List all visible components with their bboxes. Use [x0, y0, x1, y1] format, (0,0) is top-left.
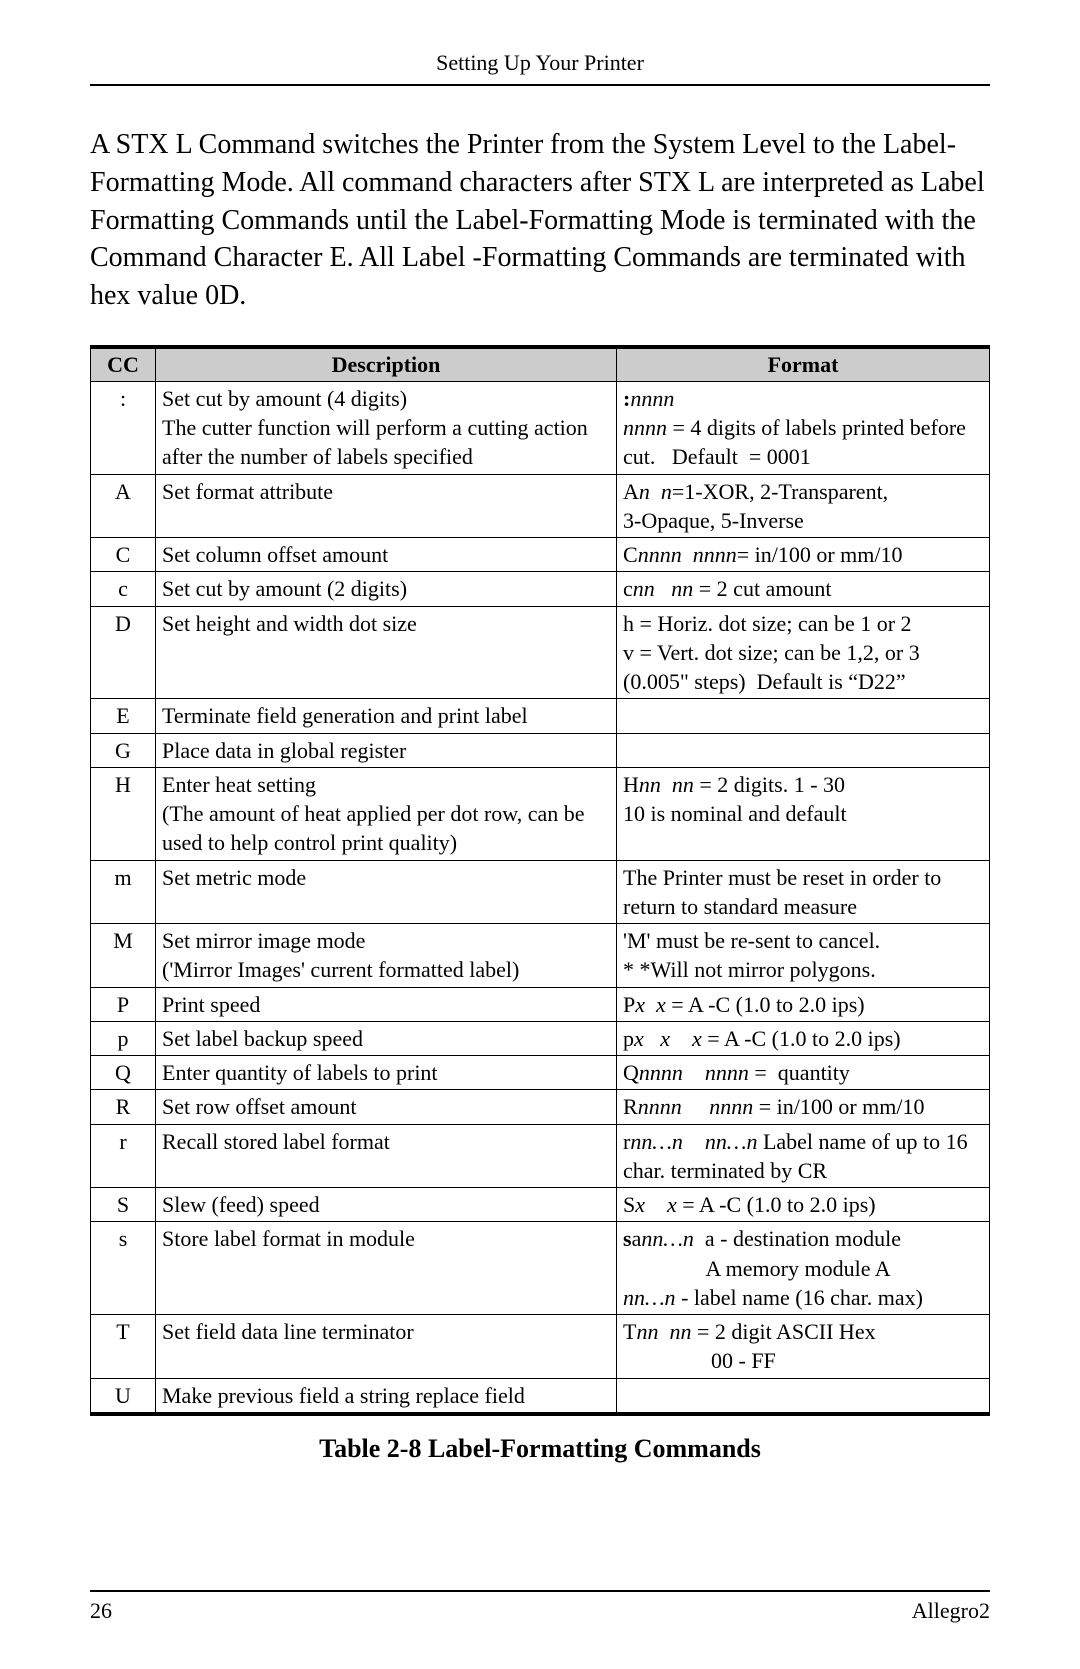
cell-format: h = Horiz. dot size; can be 1 or 2v = Ve… — [617, 606, 990, 699]
cell-cc: A — [91, 474, 156, 538]
cell-cc: R — [91, 1090, 156, 1124]
table-row: TSet field data line terminatorTnn nn = … — [91, 1315, 990, 1379]
table-row: UMake previous field a string replace fi… — [91, 1378, 990, 1414]
cell-description: Enter heat setting(The amount of heat ap… — [156, 767, 617, 860]
cell-cc: s — [91, 1222, 156, 1315]
cell-cc: r — [91, 1124, 156, 1188]
cell-description: Set cut by amount (2 digits) — [156, 572, 617, 606]
cell-cc: p — [91, 1021, 156, 1055]
cell-format: Hnn nn = 2 digits. 1 - 3010 is nominal a… — [617, 767, 990, 860]
cell-format: sann…n a - destination module A memory m… — [617, 1222, 990, 1315]
cell-description: Terminate field generation and print lab… — [156, 699, 617, 733]
cell-format: :nnnnnnnn = 4 digits of labels printed b… — [617, 381, 990, 474]
cell-cc: D — [91, 606, 156, 699]
cell-format: rnn…n nn…n Label name of up to 16 char. … — [617, 1124, 990, 1188]
cell-format: Cnnnn nnnn= in/100 or mm/10 — [617, 538, 990, 572]
cell-format: An n=1-XOR, 2-Transparent,3-Opaque, 5-In… — [617, 474, 990, 538]
intro-paragraph: A STX L Command switches the Printer fro… — [90, 126, 990, 315]
cell-format — [617, 1378, 990, 1414]
cell-description: Set height and width dot size — [156, 606, 617, 699]
cell-description: Set cut by amount (4 digits)The cutter f… — [156, 381, 617, 474]
table-caption: Table 2-8 Label-Formatting Commands — [90, 1434, 990, 1464]
page-number: 26 — [90, 1598, 112, 1624]
table-row: ETerminate field generation and print la… — [91, 699, 990, 733]
cell-format: px x x = A -C (1.0 to 2.0 ips) — [617, 1021, 990, 1055]
table-row: sStore label format in modulesann…n a - … — [91, 1222, 990, 1315]
commands-table: CC Description Format :Set cut by amount… — [90, 345, 990, 1416]
cell-description: Set format attribute — [156, 474, 617, 538]
table-row: SSlew (feed) speedSx x = A -C (1.0 to 2.… — [91, 1188, 990, 1222]
cell-description: Set mirror image mode('Mirror Images' cu… — [156, 924, 617, 988]
cell-cc: c — [91, 572, 156, 606]
table-row: pSet label backup speedpx x x = A -C (1.… — [91, 1021, 990, 1055]
cell-cc: Q — [91, 1056, 156, 1090]
cell-cc: G — [91, 733, 156, 767]
cell-format: Sx x = A -C (1.0 to 2.0 ips) — [617, 1188, 990, 1222]
cell-description: Slew (feed) speed — [156, 1188, 617, 1222]
table-row: mSet metric modeThe Printer must be rese… — [91, 860, 990, 924]
table-row: PPrint speedPx x = A -C (1.0 to 2.0 ips) — [91, 987, 990, 1021]
cell-cc: E — [91, 699, 156, 733]
header-divider — [90, 84, 990, 86]
cell-description: Set field data line terminator — [156, 1315, 617, 1379]
table-row: DSet height and width dot sizeh = Horiz.… — [91, 606, 990, 699]
cell-cc: P — [91, 987, 156, 1021]
page-header: Setting Up Your Printer — [90, 50, 990, 76]
cell-description: Enter quantity of labels to print — [156, 1056, 617, 1090]
cell-description: Set column offset amount — [156, 538, 617, 572]
cell-cc: S — [91, 1188, 156, 1222]
cell-description: Place data in global register — [156, 733, 617, 767]
cell-format: Px x = A -C (1.0 to 2.0 ips) — [617, 987, 990, 1021]
cell-format — [617, 733, 990, 767]
table-row: HEnter heat setting(The amount of heat a… — [91, 767, 990, 860]
cell-format: 'M' must be re-sent to cancel.* *Will no… — [617, 924, 990, 988]
doc-name: Allegro2 — [912, 1598, 990, 1624]
cell-format: The Printer must be reset in order to re… — [617, 860, 990, 924]
cell-format: Rnnnn nnnn = in/100 or mm/10 — [617, 1090, 990, 1124]
cell-format: Qnnnn nnnn = quantity — [617, 1056, 990, 1090]
table-row: GPlace data in global register — [91, 733, 990, 767]
cell-cc: M — [91, 924, 156, 988]
table-row: QEnter quantity of labels to printQnnnn … — [91, 1056, 990, 1090]
table-head: CC Description Format — [91, 347, 990, 382]
cell-description: Store label format in module — [156, 1222, 617, 1315]
cell-description: Print speed — [156, 987, 617, 1021]
cell-description: Recall stored label format — [156, 1124, 617, 1188]
table-body: :Set cut by amount (4 digits)The cutter … — [91, 381, 990, 1414]
cell-description: Set row offset amount — [156, 1090, 617, 1124]
col-cc: CC — [91, 347, 156, 382]
table-row: cSet cut by amount (2 digits)cnn nn = 2 … — [91, 572, 990, 606]
cell-description: Set metric mode — [156, 860, 617, 924]
table-row: RSet row offset amountRnnnn nnnn = in/10… — [91, 1090, 990, 1124]
cell-format: Tnn nn = 2 digit ASCII Hex 00 - FF — [617, 1315, 990, 1379]
table-row: ASet format attributeAn n=1-XOR, 2-Trans… — [91, 474, 990, 538]
cell-cc: H — [91, 767, 156, 860]
cell-cc: m — [91, 860, 156, 924]
cell-cc: C — [91, 538, 156, 572]
cell-cc: T — [91, 1315, 156, 1379]
col-description: Description — [156, 347, 617, 382]
table-row: :Set cut by amount (4 digits)The cutter … — [91, 381, 990, 474]
table-row: rRecall stored label formatrnn…n nn…n La… — [91, 1124, 990, 1188]
table-row: MSet mirror image mode('Mirror Images' c… — [91, 924, 990, 988]
cell-description: Set label backup speed — [156, 1021, 617, 1055]
cell-description: Make previous field a string replace fie… — [156, 1378, 617, 1414]
cell-cc: : — [91, 381, 156, 474]
page-footer: 26 Allegro2 — [90, 1590, 990, 1624]
table-header-row: CC Description Format — [91, 347, 990, 382]
cell-format: cnn nn = 2 cut amount — [617, 572, 990, 606]
cell-format — [617, 699, 990, 733]
cell-cc: U — [91, 1378, 156, 1414]
col-format: Format — [617, 347, 990, 382]
table-row: CSet column offset amountCnnnn nnnn= in/… — [91, 538, 990, 572]
